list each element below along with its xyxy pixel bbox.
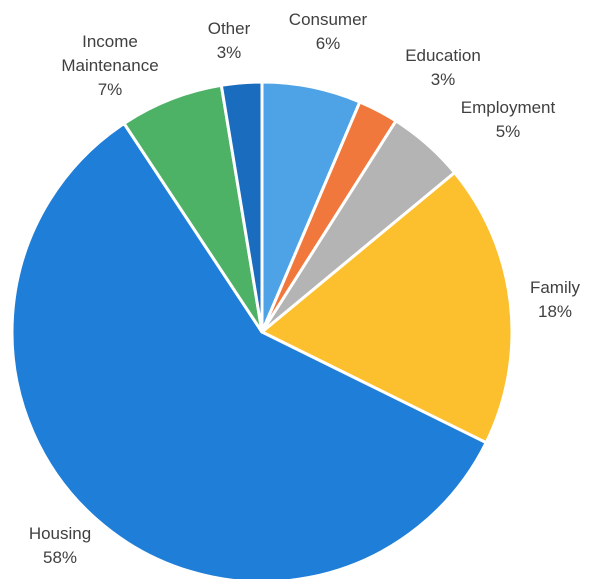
- slice-label-housing: Housing 58%: [29, 522, 91, 570]
- slice-label-percent: 5%: [495, 122, 521, 141]
- slice-label-percent: 3%: [430, 70, 456, 89]
- slice-label-percent: 3%: [216, 43, 242, 62]
- slice-label-percent: 58%: [42, 548, 78, 567]
- slice-label-name: Other: [207, 19, 251, 38]
- slice-label-name: Housing: [28, 524, 92, 543]
- pie-slice-other: [219, 80, 264, 334]
- slice-label-other: Other 3%: [208, 17, 251, 65]
- slice-label-name: Education: [405, 46, 481, 65]
- slice-label-consumer: Consumer 6%: [289, 8, 367, 56]
- slice-label-education: Education 3%: [405, 44, 481, 92]
- slice-label-name: Maintenance: [61, 56, 159, 75]
- slice-label-percent: 18%: [537, 302, 573, 321]
- slice-label-name: Employment: [460, 98, 556, 117]
- slice-label-employment: Employment 5%: [461, 96, 555, 144]
- slice-label-percent: 6%: [315, 34, 341, 53]
- slice-label-name: Consumer: [288, 10, 368, 29]
- pie-slice-housing: [10, 121, 488, 579]
- slice-label-name: Family: [529, 278, 581, 297]
- slice-label-name: Income: [82, 32, 138, 51]
- slice-label-family: Family 18%: [530, 276, 580, 324]
- pie-slice-family: [260, 171, 514, 445]
- slice-label-percent: 7%: [97, 80, 123, 99]
- slice-label-income-maintenance: Income Maintenance 7%: [61, 30, 158, 102]
